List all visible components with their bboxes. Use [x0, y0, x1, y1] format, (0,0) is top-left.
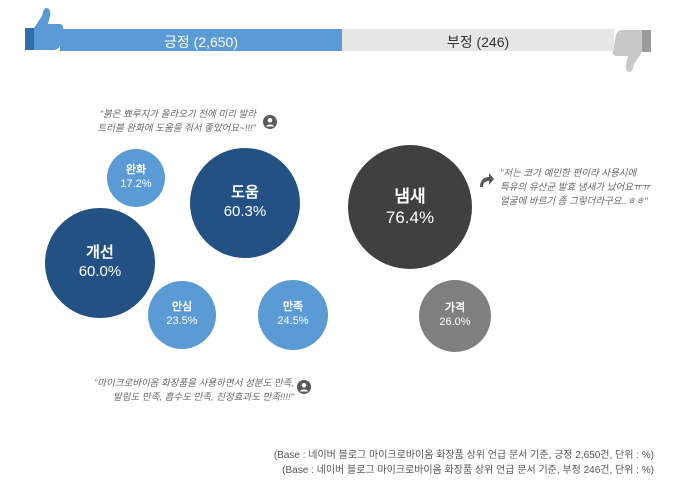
quote-bottom-left: "마이크로바이옴 화장품을 사용하면서 성분도 만족, 발림도 만족, 흡수도 …	[70, 377, 294, 405]
quote-line: "저는 코가 예민한 편이라 사용시에	[500, 168, 637, 179]
thumbs-down-icon	[612, 30, 651, 72]
quote-line: 특유의 유산균 발효 냄새가 났어요ㅠㅠ	[500, 181, 651, 193]
quote-top-left: "붉은 뾰루지가 올라오기 전에 미리 발라 트러블 완화에 도움을 줘서 좋았…	[86, 108, 257, 136]
quote-line: "마이크로바이옴 화장품을 사용하면서 성분도 만족,	[93, 378, 294, 389]
bubble-label: 안심	[171, 301, 193, 314]
bubble-label: 개선	[86, 244, 114, 262]
bubble-label: 가격	[444, 302, 466, 315]
person-icon	[297, 380, 311, 394]
bubble-만족: 만족 24.5%	[257, 279, 329, 351]
quote-line: "붉은 뾰루지가 올라오기 전에 미리 발라	[99, 109, 256, 120]
bubble-label: 냄새	[394, 186, 426, 206]
bubble-value: 76.4%	[385, 208, 435, 227]
quote-line: 얼굴에 바르기 좀 그렇더라구요..ㅎㅎ"	[500, 195, 648, 207]
bubble-label: 만족	[282, 301, 304, 314]
negative-bar: 부정 (246)	[342, 29, 614, 51]
bubble-개선: 개선 60.0%	[45, 208, 155, 318]
positive-bar-label: 긍정 (2,650)	[163, 34, 238, 50]
curved-arrow-icon	[480, 173, 494, 187]
bubble-value: 24.5%	[277, 314, 309, 327]
bubble-value: 26.0%	[439, 315, 471, 328]
thumbs-up-icon	[25, 8, 64, 50]
bubble-value: 60.3%	[223, 202, 267, 220]
positive-bar: 긍정 (2,650)	[60, 29, 342, 51]
base-note-positive: (Base : 네이버 블로그 마이크로바이옴 화장품 상위 언급 문서 기준,…	[273, 450, 654, 461]
bubble-가격: 가격 26.0%	[418, 279, 492, 353]
bubble-value: 60.0%	[78, 262, 122, 280]
bubble-value: 17.2%	[120, 177, 152, 190]
bubble-냄새: 냄새 76.4%	[348, 145, 472, 269]
quote-right: "저는 코가 예민한 편이라 사용시에 특유의 유산균 발효 냄새가 났어요ㅠㅠ…	[500, 167, 650, 208]
bubble-label: 완화	[125, 164, 147, 177]
person-icon	[263, 115, 277, 129]
negative-bar-label: 부정 (246)	[446, 34, 510, 50]
bubble-label: 도움	[231, 184, 259, 202]
bubble-완화: 완화 17.2%	[106, 148, 166, 208]
bubble-도움: 도움 60.3%	[189, 147, 301, 259]
bubble-안심: 안심 23.5%	[147, 280, 217, 350]
base-note-negative: (Base : 네이버 블로그 마이크로바이옴 화장품 상위 언급 문서 기준,…	[282, 465, 654, 476]
bubble-value: 23.5%	[166, 314, 198, 327]
quote-line: 발림도 만족, 흡수도 만족, 진정효과도 만족!!!!"	[113, 391, 294, 403]
quote-line: 트러블 완화에 도움을 줘서 좋았어요~!!!"	[97, 122, 257, 134]
